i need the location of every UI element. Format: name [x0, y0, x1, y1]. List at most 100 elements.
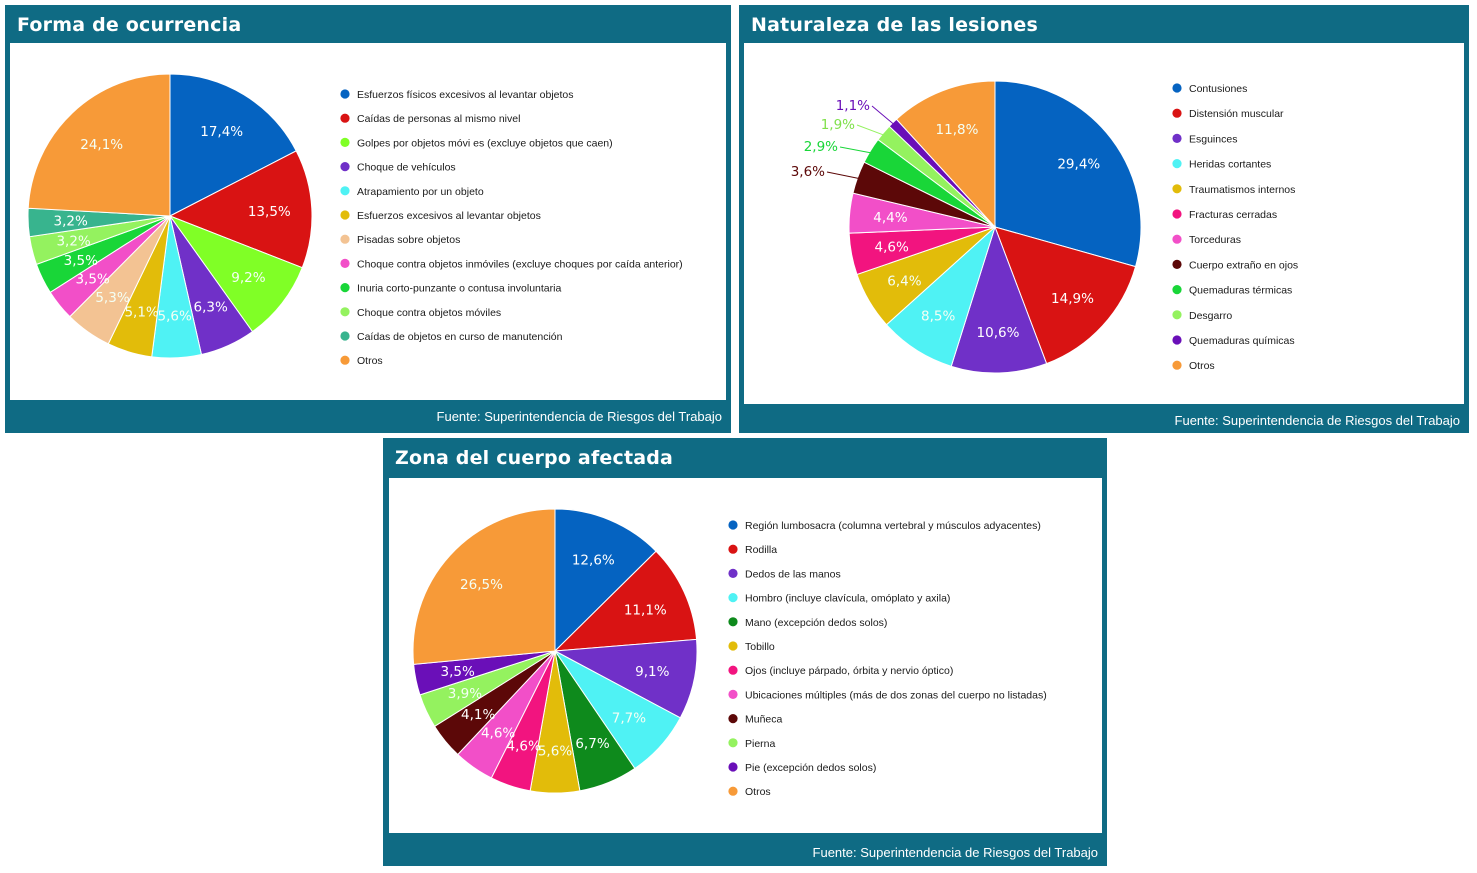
- legend-marker: [728, 641, 738, 651]
- pie: 29,4% 14,9% 10,6% 8,5% 6,4% 4,6% 4,4% 3,6% 2,9% 1…: [791, 80, 1142, 374]
- slice-label: 12,6%: [572, 552, 615, 568]
- slice-label: 4,4%: [873, 210, 907, 226]
- legend-entry: Hombro (incluye clavícula, omóplato y ax…: [745, 593, 950, 605]
- slice-label: 3,5%: [75, 271, 109, 287]
- legend-entry: Distensión muscular: [1189, 108, 1284, 120]
- legend-entry: Traumatismos internos: [1189, 184, 1295, 196]
- legend-marker: [1172, 159, 1182, 169]
- pie-slice: [950, 225, 1048, 374]
- legend-entry: Muñeca: [745, 714, 783, 726]
- legend-entry: Ojos (incluye párpado, órbita y nervio ó…: [745, 665, 953, 677]
- legend-entry: Esguinces: [1189, 133, 1237, 145]
- slice-label: 3,9%: [448, 686, 482, 702]
- chart-panel-forma-ocurrencia: Forma de ocurrencia 17,4% 13,5% 9,2% 6,3% 5,…: [5, 5, 731, 433]
- legend-entry: Rodilla: [745, 544, 777, 556]
- legend: Esfuerzos físicos excesivos al levantar …: [340, 89, 683, 367]
- slice-label: 1,1%: [836, 98, 870, 114]
- slice-label: 1,9%: [821, 117, 855, 133]
- pie: 17,4% 13,5% 9,2%6,3%5,6%5,1%5,3% 3,5% 3,5% 3,…: [27, 73, 313, 359]
- legend-marker: [1172, 209, 1182, 219]
- chart-panel-naturaleza-lesiones: Naturaleza de las lesiones 29,4% 14,9% 10,…: [739, 5, 1469, 433]
- legend-marker: [340, 234, 350, 244]
- legend-marker: [728, 568, 738, 578]
- legend-entry: Desgarro: [1189, 310, 1232, 322]
- slice-label: 9,2%: [231, 270, 265, 286]
- slice-label: 11,8%: [936, 122, 979, 138]
- legend-entry: Cuerpo extraño en ojos: [1189, 259, 1298, 271]
- leader-line: [839, 146, 876, 155]
- slice-label: 10,6%: [977, 325, 1020, 341]
- slice-label: 11,1%: [624, 603, 667, 619]
- legend-entry: Choque contra objetos móviles: [357, 307, 501, 319]
- slice-label: 4,6%: [481, 726, 515, 742]
- legend-marker: [1172, 360, 1182, 370]
- pie-chart-forma-ocurrencia: 17,4% 13,5% 9,2%6,3%5,6%5,1%5,3% 3,5% 3,5% 3,…: [27, 73, 683, 367]
- slice-label: 5,6%: [538, 743, 572, 759]
- legend-marker: [728, 593, 738, 603]
- slice-label: 5,1%: [124, 304, 158, 320]
- legend-entry: Contusiones: [1189, 83, 1247, 95]
- chart-panel-zona-cuerpo: Zona del cuerpo afectada 12,6% 11,1% 9,1% 7…: [383, 438, 1107, 866]
- legend-marker: [728, 520, 738, 530]
- legend-entry: Ubicaciones múltiples (más de dos zonas …: [745, 689, 1047, 701]
- legend-marker: [1172, 133, 1182, 143]
- legend-marker: [1172, 234, 1182, 244]
- slice-label: 8,5%: [921, 308, 955, 324]
- slice-label: 4,1%: [461, 707, 495, 723]
- chart-title: Forma de ocurrencia: [17, 14, 242, 36]
- legend-entry: Pierna: [745, 738, 776, 750]
- legend-marker: [728, 714, 738, 724]
- legend-entry: Pisadas sobre objetos: [357, 234, 460, 246]
- legend-marker: [728, 786, 738, 796]
- legend-entry: Región lumbosacra (columna vertebral y m…: [745, 520, 1041, 532]
- slice-label: 5,3%: [95, 290, 129, 306]
- slice-label: 6,7%: [575, 736, 609, 752]
- legend-marker: [340, 331, 350, 341]
- pie-chart-naturaleza-lesiones: 29,4% 14,9% 10,6% 8,5% 6,4% 4,6% 4,4% 3,6% 2,9% 1…: [791, 80, 1298, 374]
- slice-label: 13,5%: [248, 204, 291, 220]
- pie-slice: [895, 80, 996, 229]
- legend-marker: [340, 162, 350, 172]
- legend-marker: [1172, 108, 1182, 118]
- legend-marker: [728, 665, 738, 675]
- slice-label: 4,6%: [875, 240, 909, 256]
- legend-marker: [1172, 310, 1182, 320]
- pie-slice: [553, 550, 698, 652]
- legend-marker: [340, 283, 350, 293]
- legend-marker: [1172, 285, 1182, 295]
- slice-label: 3,5%: [441, 664, 475, 680]
- source-note: Fuente: Superintendencia de Riesgos del …: [1174, 413, 1460, 428]
- legend-entry: Inuria corto-punzante o contusa involunt…: [357, 283, 561, 295]
- leader-line: [826, 171, 864, 180]
- legend-entry: Dedos de las manos: [745, 568, 841, 580]
- slice-label: 5,6%: [158, 308, 192, 324]
- legend-entry: Caídas de objetos en curso de manutenció…: [357, 331, 563, 343]
- legend-marker: [1172, 83, 1182, 93]
- chart-title: Zona del cuerpo afectada: [395, 447, 674, 469]
- slice-label: 17,4%: [200, 124, 243, 140]
- slice-label: 26,5%: [460, 577, 503, 593]
- pie-slice: [27, 73, 171, 217]
- leader-line: [856, 124, 889, 138]
- legend-entry: Otros: [745, 786, 771, 798]
- pie-slice: [168, 150, 313, 269]
- slice-label: 3,5%: [64, 253, 98, 269]
- slice-label: 3,2%: [54, 214, 88, 230]
- legend-entry: Esfuerzos excesivos al levantar objetos: [357, 210, 541, 222]
- legend-entry: Quemaduras térmicas: [1189, 285, 1292, 297]
- slice-label: 3,6%: [791, 164, 825, 180]
- legend-entry: Heridas cortantes: [1189, 159, 1271, 171]
- slice-label: 24,1%: [80, 137, 123, 153]
- legend-entry: Esfuerzos físicos excesivos al levantar …: [357, 89, 574, 101]
- legend-entry: Caídas de personas al mismo nivel: [357, 113, 520, 125]
- legend-marker: [1172, 259, 1182, 269]
- legend-marker: [1172, 184, 1182, 194]
- source-note: Fuente: Superintendencia de Riesgos del …: [812, 845, 1098, 860]
- legend-marker: [728, 762, 738, 772]
- pie: 12,6%11,1%9,1%7,7%6,7%5,6%4,6%4,6%4,1%3,…: [412, 508, 698, 794]
- legend-marker: [340, 307, 350, 317]
- pie-slice: [994, 226, 1137, 365]
- slice-label: 6,3%: [194, 300, 228, 316]
- legend-marker: [340, 355, 350, 365]
- legend-entry: Fracturas cerradas: [1189, 209, 1277, 221]
